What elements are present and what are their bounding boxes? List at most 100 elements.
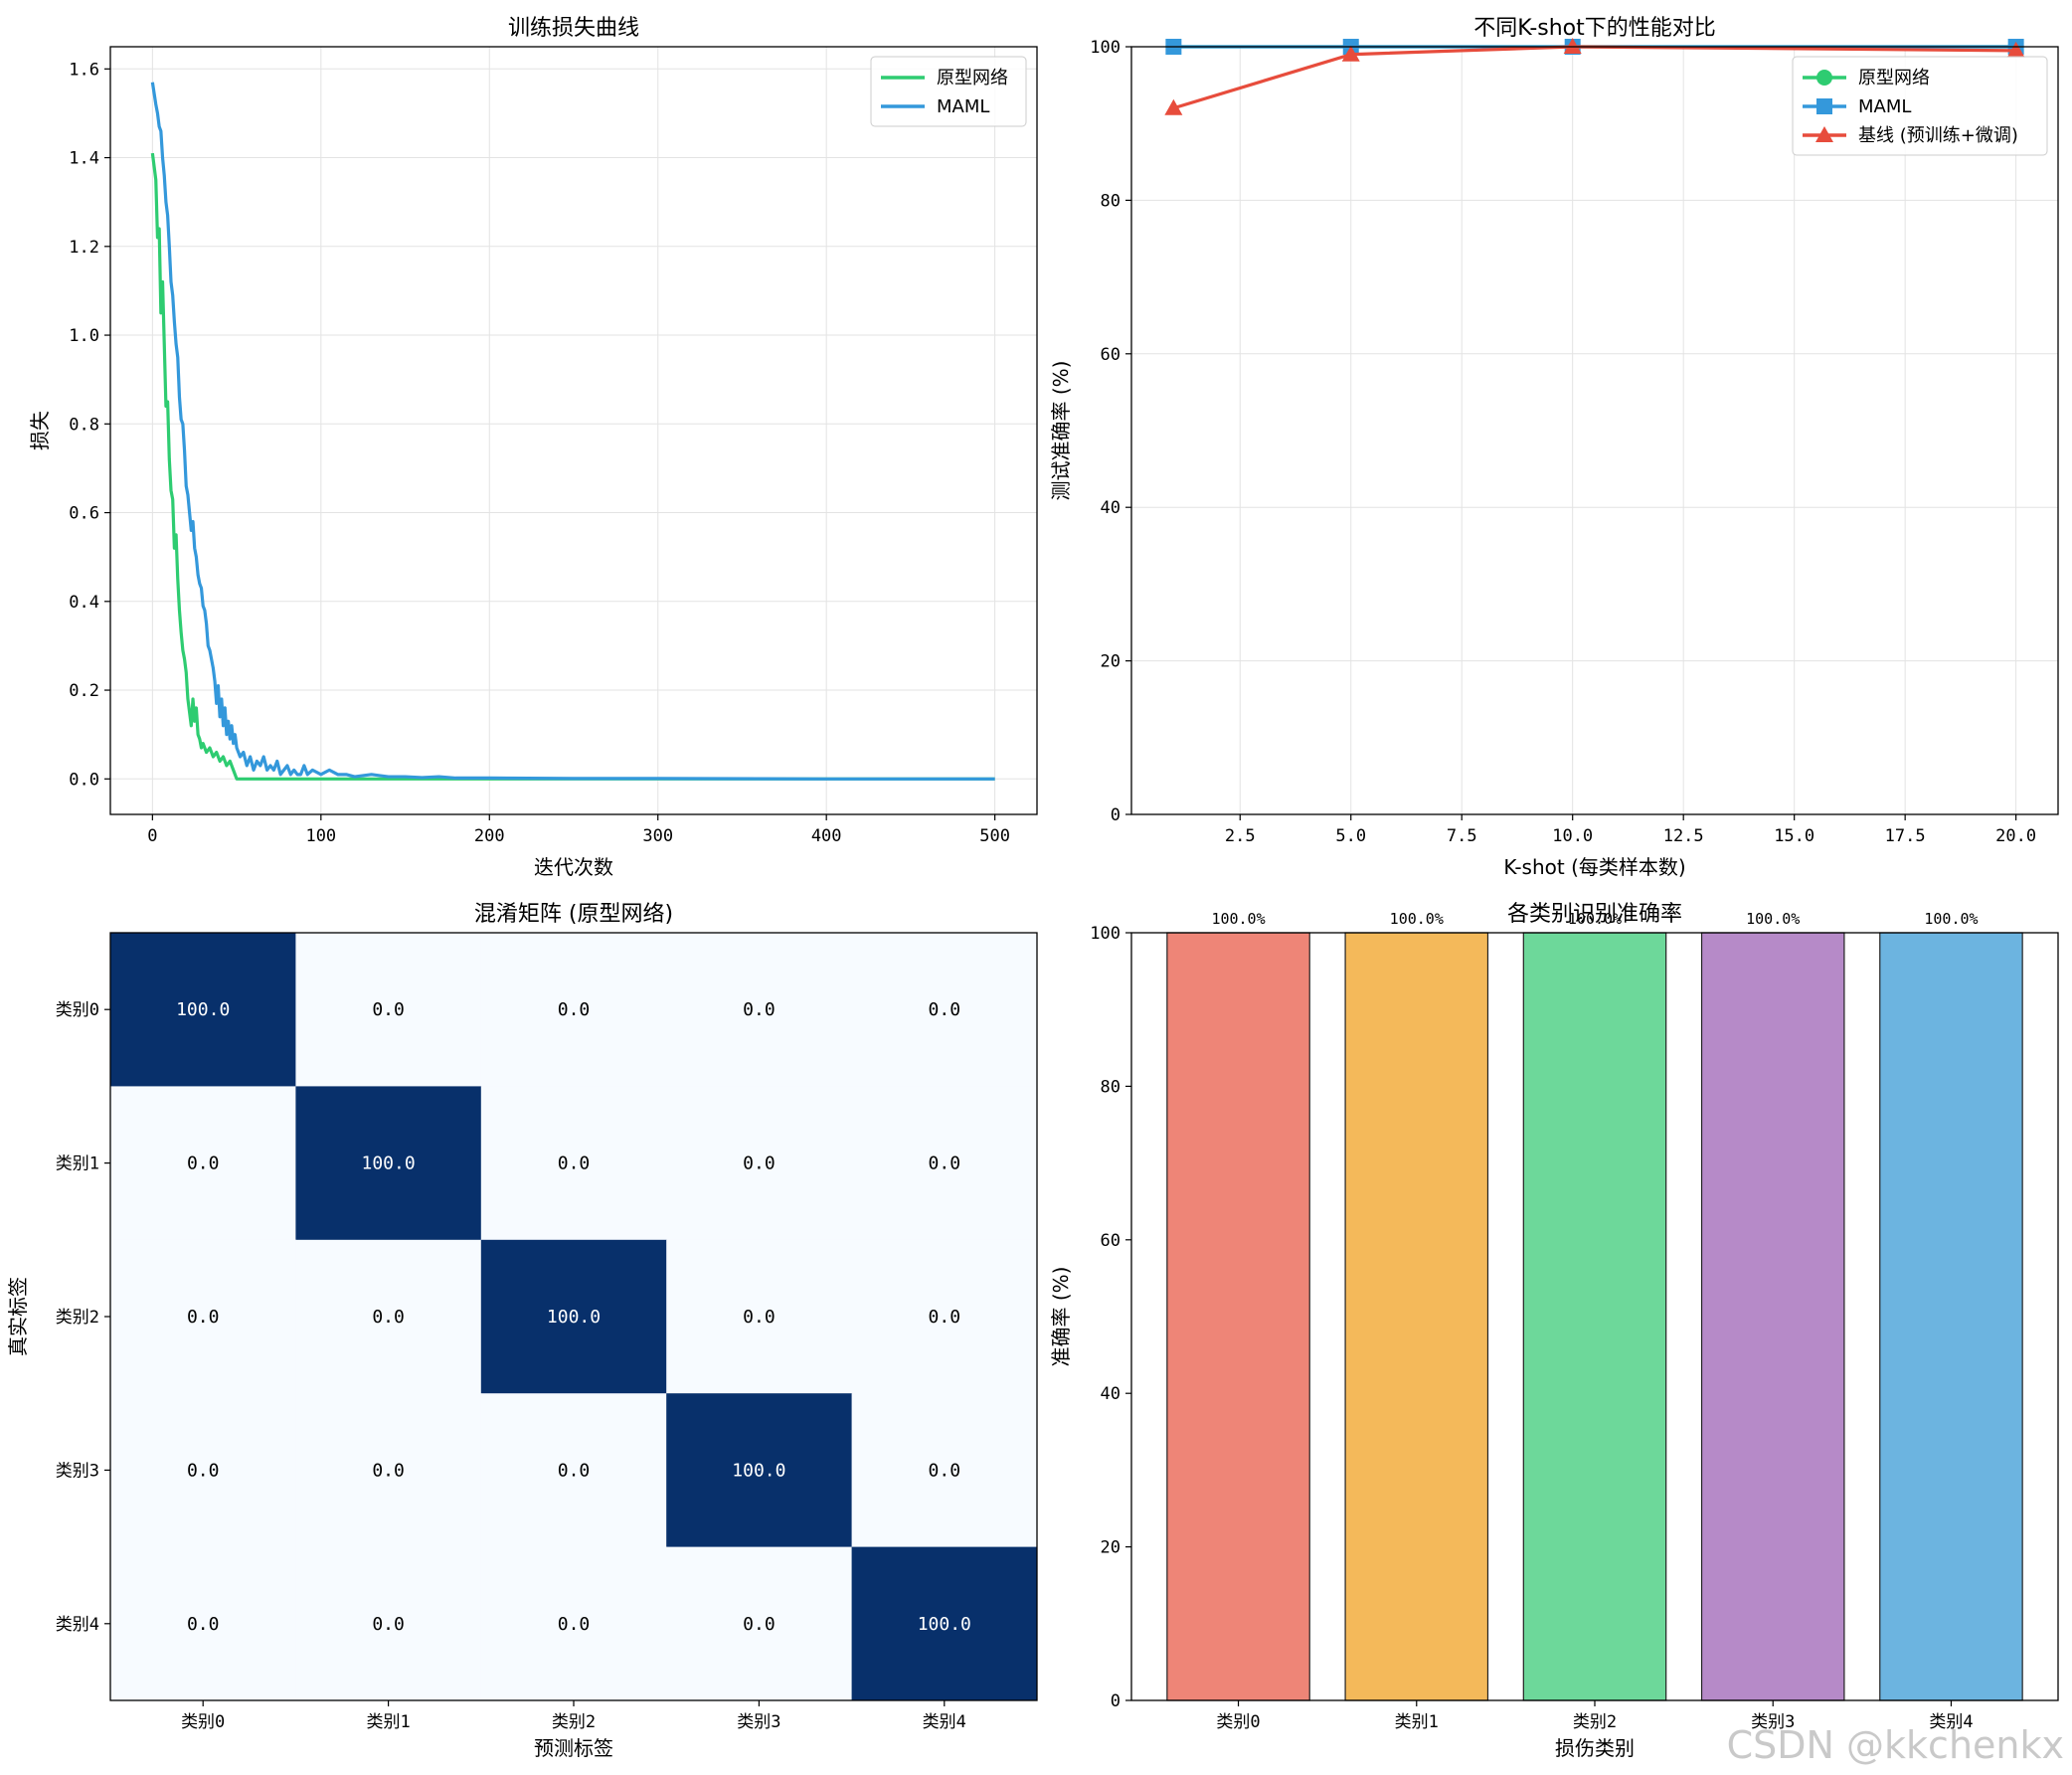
x-tick-label: 300 [642,826,673,846]
x-tick-label: 12.5 [1663,826,1704,846]
heatmap-cell [295,1086,482,1241]
y-axis-label: 准确率 (%) [1049,1267,1073,1367]
loss-chart: 0 100 200 300 400 500 0.0 0.2 0.4 0.6 0.8 1.0 1.2 1.4… [28,16,1038,879]
plot-frame [1130,932,2059,1701]
y-tick-label: 60 [1101,345,1121,365]
heatmap-cell [110,933,296,1087]
x-axis-label: 损伤类别 [1555,1736,1635,1760]
heatmap-cell [295,1239,482,1394]
bar-value-label: 100.0% [1211,910,1265,928]
cell-value-label: 0.0 [372,999,405,1020]
x-tick-label: 类别2 [1573,1712,1617,1732]
heatmap-cell [110,1086,296,1241]
y-tick-label: 80 [1101,191,1121,211]
y-tick-label: 1.0 [69,326,99,346]
y-tick-label: 类别3 [56,1461,99,1481]
y-tick-label: 1.2 [69,238,99,258]
y-tick-label: 0 [1111,1691,1121,1711]
cell-value-label: 0.0 [743,1307,776,1328]
heatmap-cell [110,1239,296,1394]
x-tick-label: 类别1 [1395,1712,1439,1732]
y-tick-label: 类别1 [56,1154,99,1174]
legend-label: 原型网络 [1858,68,1930,89]
y-tick-label: 0.2 [69,681,99,701]
bar [1166,932,1310,1701]
cell-value-label: 0.0 [372,1614,405,1635]
cell-value-label: 100.0 [547,1307,601,1328]
bar [1700,932,1845,1701]
heatmap-cell [480,1086,667,1241]
y-tick-label: 0.8 [69,415,99,435]
chart-title: 各类别识别准确率 [1507,902,1682,927]
heatmap-cell [295,933,482,1087]
x-tick-label: 5.0 [1335,826,1366,846]
y-tick-label: 40 [1101,1384,1121,1404]
heatmap-cell [295,1393,482,1548]
cell-value-label: 100.0 [176,999,230,1020]
heatmap-cell [295,1546,482,1701]
heatmap-cell [851,933,1038,1087]
legend-box [870,56,1027,127]
series-point [1341,45,1360,62]
bar-value-label: 100.0% [1746,910,1800,928]
x-tick-label: 20.0 [1995,826,2036,846]
kshot-chart: 2.5 5.0 7.5 10.0 12.5 15.0 17.5 20.0 0 20 40 60 80 10… [1049,16,2059,879]
cell-value-label: 0.0 [372,1307,405,1328]
chart-title: 混淆矩阵 (原型网络) [474,902,673,927]
y-tick-label: 20 [1101,652,1121,672]
x-tick-label: 类别4 [1929,1712,1973,1732]
x-axis-label: K-shot (每类样本数) [1503,855,1685,879]
chart-title: 不同K-shot下的性能对比 [1473,16,1716,41]
x-tick-label: 类别3 [1751,1712,1795,1732]
plot-frame [109,932,1038,1701]
y-tick-label: 0.4 [69,593,99,613]
per-class-accuracy-chart: 0 20 40 60 80 100 100.0% 类别0 100.0% 类别1 100.0% 类别2 1… [1049,902,2059,1760]
series-point [1164,98,1183,115]
y-tick-label: 100 [1090,924,1121,944]
x-axis-label: 迭代次数 [534,855,613,879]
y-tick-label: 0 [1111,805,1121,825]
chart-title: 训练损失曲线 [508,16,639,41]
heatmap-cell [666,1393,853,1548]
y-tick-label: 60 [1101,1231,1121,1251]
x-tick-label: 100 [305,826,336,846]
confusion-matrix-chart: 100.0 0.0 0.0 0.0 0.0 0.0 100.0 0.0 0.0 0.0 0.0 0.0… [6,902,1038,1760]
heatmap-cell [480,1393,667,1548]
heatmap-cell [110,1393,296,1548]
cell-value-label: 0.0 [929,1307,961,1328]
legend-marker [1816,98,1832,114]
x-tick-label: 10.0 [1552,826,1593,846]
heatmap-cell [666,1086,853,1241]
cell-value-label: 100.0 [732,1460,785,1481]
heatmap-cell [480,1546,667,1701]
y-tick-label: 1.6 [69,60,99,80]
y-tick-label: 80 [1101,1077,1121,1097]
x-tick-label: 400 [811,826,842,846]
x-tick-label: 17.5 [1885,826,1926,846]
y-tick-label: 0.6 [69,504,99,524]
bar [1522,932,1667,1701]
x-tick-label: 类别0 [1216,1712,1260,1732]
legend-box [1792,56,2048,156]
y-tick-label: 1.4 [69,149,99,169]
x-tick-label: 类别0 [181,1712,225,1732]
y-tick-label: 类别0 [56,1000,99,1020]
cell-value-label: 0.0 [187,1154,220,1174]
bar-value-label: 100.0% [1568,910,1622,928]
heatmap-cell [666,1546,853,1701]
x-tick-label: 7.5 [1447,826,1477,846]
bar [1879,932,2023,1701]
y-tick-label: 40 [1101,498,1121,518]
series-point [2006,41,2025,58]
legend-marker [1815,126,1833,142]
x-tick-label: 类别4 [923,1712,966,1732]
cell-value-label: 0.0 [558,1460,591,1481]
heatmap-cell [666,1239,853,1394]
cell-value-label: 0.0 [743,1154,776,1174]
watermark: CSDN @kkchenkx [1727,1723,2064,1767]
x-tick-label: 15.0 [1774,826,1814,846]
heatmap-cell [851,1086,1038,1241]
cell-value-label: 0.0 [929,1154,961,1174]
cell-value-label: 0.0 [187,1460,220,1481]
